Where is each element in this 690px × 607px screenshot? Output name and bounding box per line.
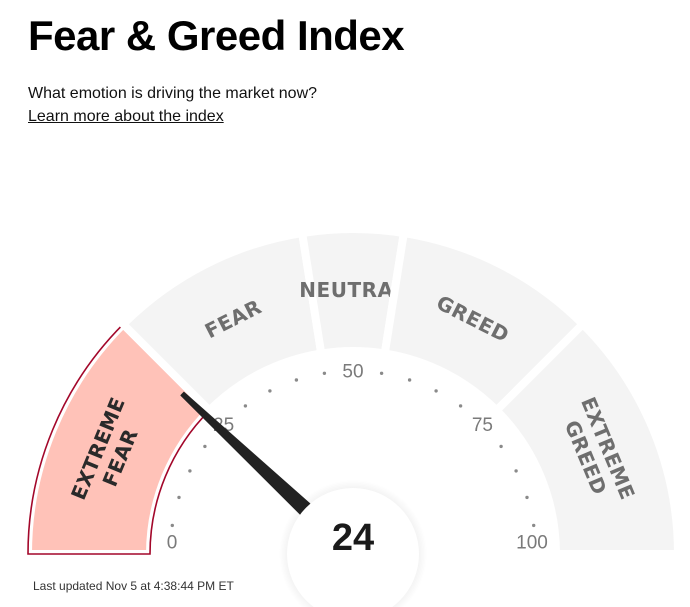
gauge-tick-dot bbox=[243, 404, 248, 408]
gauge-tick-label-75: 75 bbox=[472, 415, 493, 436]
gauge-value: 24 bbox=[332, 517, 374, 559]
gauge-tick-dot bbox=[458, 404, 463, 408]
learn-more-link[interactable]: Learn more about the index bbox=[28, 108, 224, 125]
gauge-tick-label-0: 0 bbox=[167, 533, 178, 554]
gauge-tick-dot bbox=[379, 371, 384, 375]
gauge-segment-label-neutral: NEUTRAL bbox=[299, 278, 406, 302]
gauge-hub bbox=[287, 488, 419, 607]
gauge-segment-label-line: NEUTRAL bbox=[299, 278, 406, 302]
gauge-tick-dot bbox=[170, 523, 174, 528]
gauge-tick-dot bbox=[177, 495, 181, 500]
gauge-tick-label-50: 50 bbox=[342, 362, 363, 383]
page-subtitle: What emotion is driving the market now? bbox=[28, 85, 318, 102]
gauge-tick-dot bbox=[514, 469, 518, 473]
gauge-tick-dot bbox=[322, 371, 327, 375]
gauge-tick-dot bbox=[294, 378, 299, 382]
gauge-tick-dot bbox=[188, 469, 192, 473]
gauge-tick-dot bbox=[532, 523, 536, 528]
gauge-tick-dot bbox=[499, 444, 503, 449]
page-title: Fear & Greed Index bbox=[28, 12, 405, 59]
gauge-tick-dot bbox=[407, 378, 412, 382]
last-updated-text: Last updated Nov 5 at 4:38:44 PM ET bbox=[33, 579, 234, 593]
gauge-tick-dot bbox=[268, 389, 272, 393]
gauge-tick-label-100: 100 bbox=[516, 533, 548, 554]
gauge-tick-dot bbox=[203, 444, 207, 449]
gauge-tick-dot bbox=[434, 389, 438, 393]
gauge-tick-dot bbox=[525, 495, 529, 500]
gauge-segment-extreme-greed bbox=[490, 318, 683, 558]
gauge-needle bbox=[180, 391, 319, 523]
